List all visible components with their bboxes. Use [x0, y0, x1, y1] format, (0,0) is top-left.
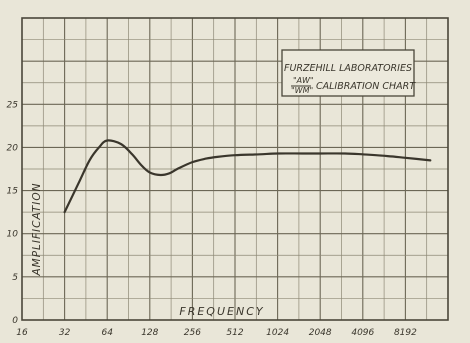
annotation-calibration-chart: CALIBRATION CHART	[316, 81, 416, 92]
chart-annotation: FURZEHILL LABORATORIES "AW" "WM" CALIBRA…	[281, 49, 416, 97]
x-axis-label: FREQUENCY	[179, 305, 264, 318]
x-tick-label: 64	[101, 328, 113, 338]
x-tick-label: 128	[141, 328, 158, 338]
y-tick-label: 0	[12, 316, 18, 326]
grid-horizontal-lines	[22, 39, 448, 299]
annotation-line-1: FURZEHILL LABORATORIES	[284, 63, 412, 74]
x-tick-label: 512	[226, 328, 243, 338]
y-axis-label: AMPLIFICATION	[31, 182, 43, 276]
y-tick-label: 10	[7, 230, 19, 240]
y-tick-label: 5	[12, 273, 18, 283]
x-tick-label: 16	[16, 328, 28, 338]
annotation-wm: "WM"	[291, 86, 313, 95]
x-tick-labels: 16 32 64 128 256 512 1024 2048 4096 8192	[16, 328, 417, 338]
x-tick-label: 256	[184, 328, 201, 338]
y-tick-labels: 0 5 10 15 20 25	[7, 100, 19, 326]
plot-frame	[21, 17, 449, 321]
x-tick-label: 4096	[351, 328, 374, 338]
y-tick-label: 25	[7, 100, 19, 110]
annotation-aw: "AW"	[293, 76, 314, 85]
x-tick-label: 8192	[394, 328, 417, 338]
amplification-curve	[63, 139, 432, 214]
y-tick-label: 15	[7, 187, 19, 197]
x-tick-label: 32	[59, 328, 71, 338]
x-tick-label: 1024	[266, 328, 289, 338]
annotation-box	[281, 49, 415, 97]
y-tick-label: 20	[7, 143, 19, 153]
x-tick-label: 2048	[309, 328, 332, 338]
